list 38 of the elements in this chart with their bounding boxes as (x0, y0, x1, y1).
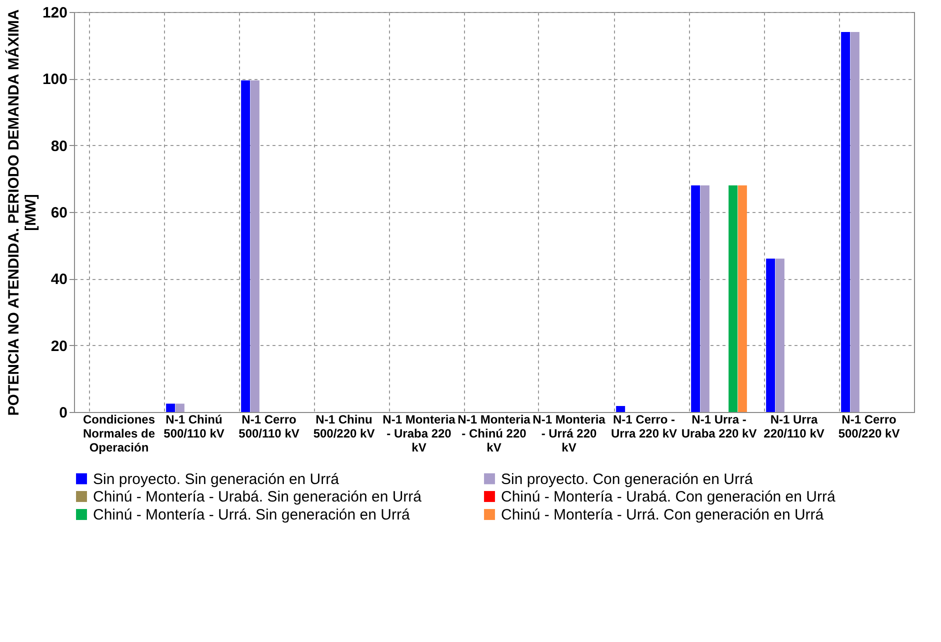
x-tick-label: N-1 Urra 220/110 kV (764, 412, 824, 440)
x-tick-label: N-1 Cerro 500/110 kV (238, 412, 300, 440)
bar (738, 185, 747, 412)
bar (700, 185, 710, 412)
bar (728, 185, 738, 412)
y-tick-label: 80 (50, 138, 68, 155)
legend-label: Sin proyecto. Sin generación en Urrá (93, 470, 340, 488)
x-tick-label: N-1 Chinu 500/220 kV (313, 412, 375, 440)
x-tick-label: N-1 Monteria - Uraba 220 kV (382, 412, 456, 454)
y-axis-title: POTENCIA NO ATENDIDA. PERIODO DEMANDA MÁXIMA [MW] (4, 9, 40, 416)
y-tick-label: 120 (42, 4, 68, 22)
x-tick-label: N-1 Monteria - Urrá 220 kV (532, 412, 606, 454)
bar (841, 32, 850, 412)
bar (775, 258, 784, 412)
bar (691, 185, 700, 412)
y-tick-label: 20 (50, 338, 68, 355)
bar (766, 258, 776, 412)
y-tick-label: 100 (42, 71, 68, 88)
bar (241, 80, 250, 412)
x-tick-label: N-1 Cerro 500/220 kV (838, 412, 900, 440)
x-tick-label: N-1 Monteria - Chinú 220 kV (458, 412, 531, 454)
y-tick-label: 60 (50, 204, 68, 222)
x-tick-label: N-1 Chinú 500/110 kV (164, 412, 224, 440)
bar (616, 406, 626, 412)
y-tick-label: 40 (50, 271, 68, 288)
x-tick-label: N-1 Cerro - Urra 220 kV (610, 412, 678, 440)
bar (175, 404, 184, 412)
bar (250, 80, 260, 412)
bar (850, 32, 860, 412)
legend-label: Chinú - Montería - Urabá. Con generación en Urrá (501, 488, 836, 506)
legend-label: Sin proyecto. Con generación en Urrá (501, 470, 754, 488)
legend-label: Chinú - Montería - Urrá. Con generación en Urrá (501, 506, 824, 524)
legend-label: Chinú - Montería - Urrá. Sin generación en Urrá (93, 506, 410, 524)
x-tick-label: Condiciones Normales de Operación (82, 412, 156, 454)
y-tick-label: 0 (59, 404, 68, 422)
x-tick-label: N-1 Urra - Uraba 220 kV (681, 412, 757, 440)
bar (166, 404, 176, 412)
legend-label: Chinú - Montería - Urabá. Sin generación en Urrá (93, 488, 422, 506)
